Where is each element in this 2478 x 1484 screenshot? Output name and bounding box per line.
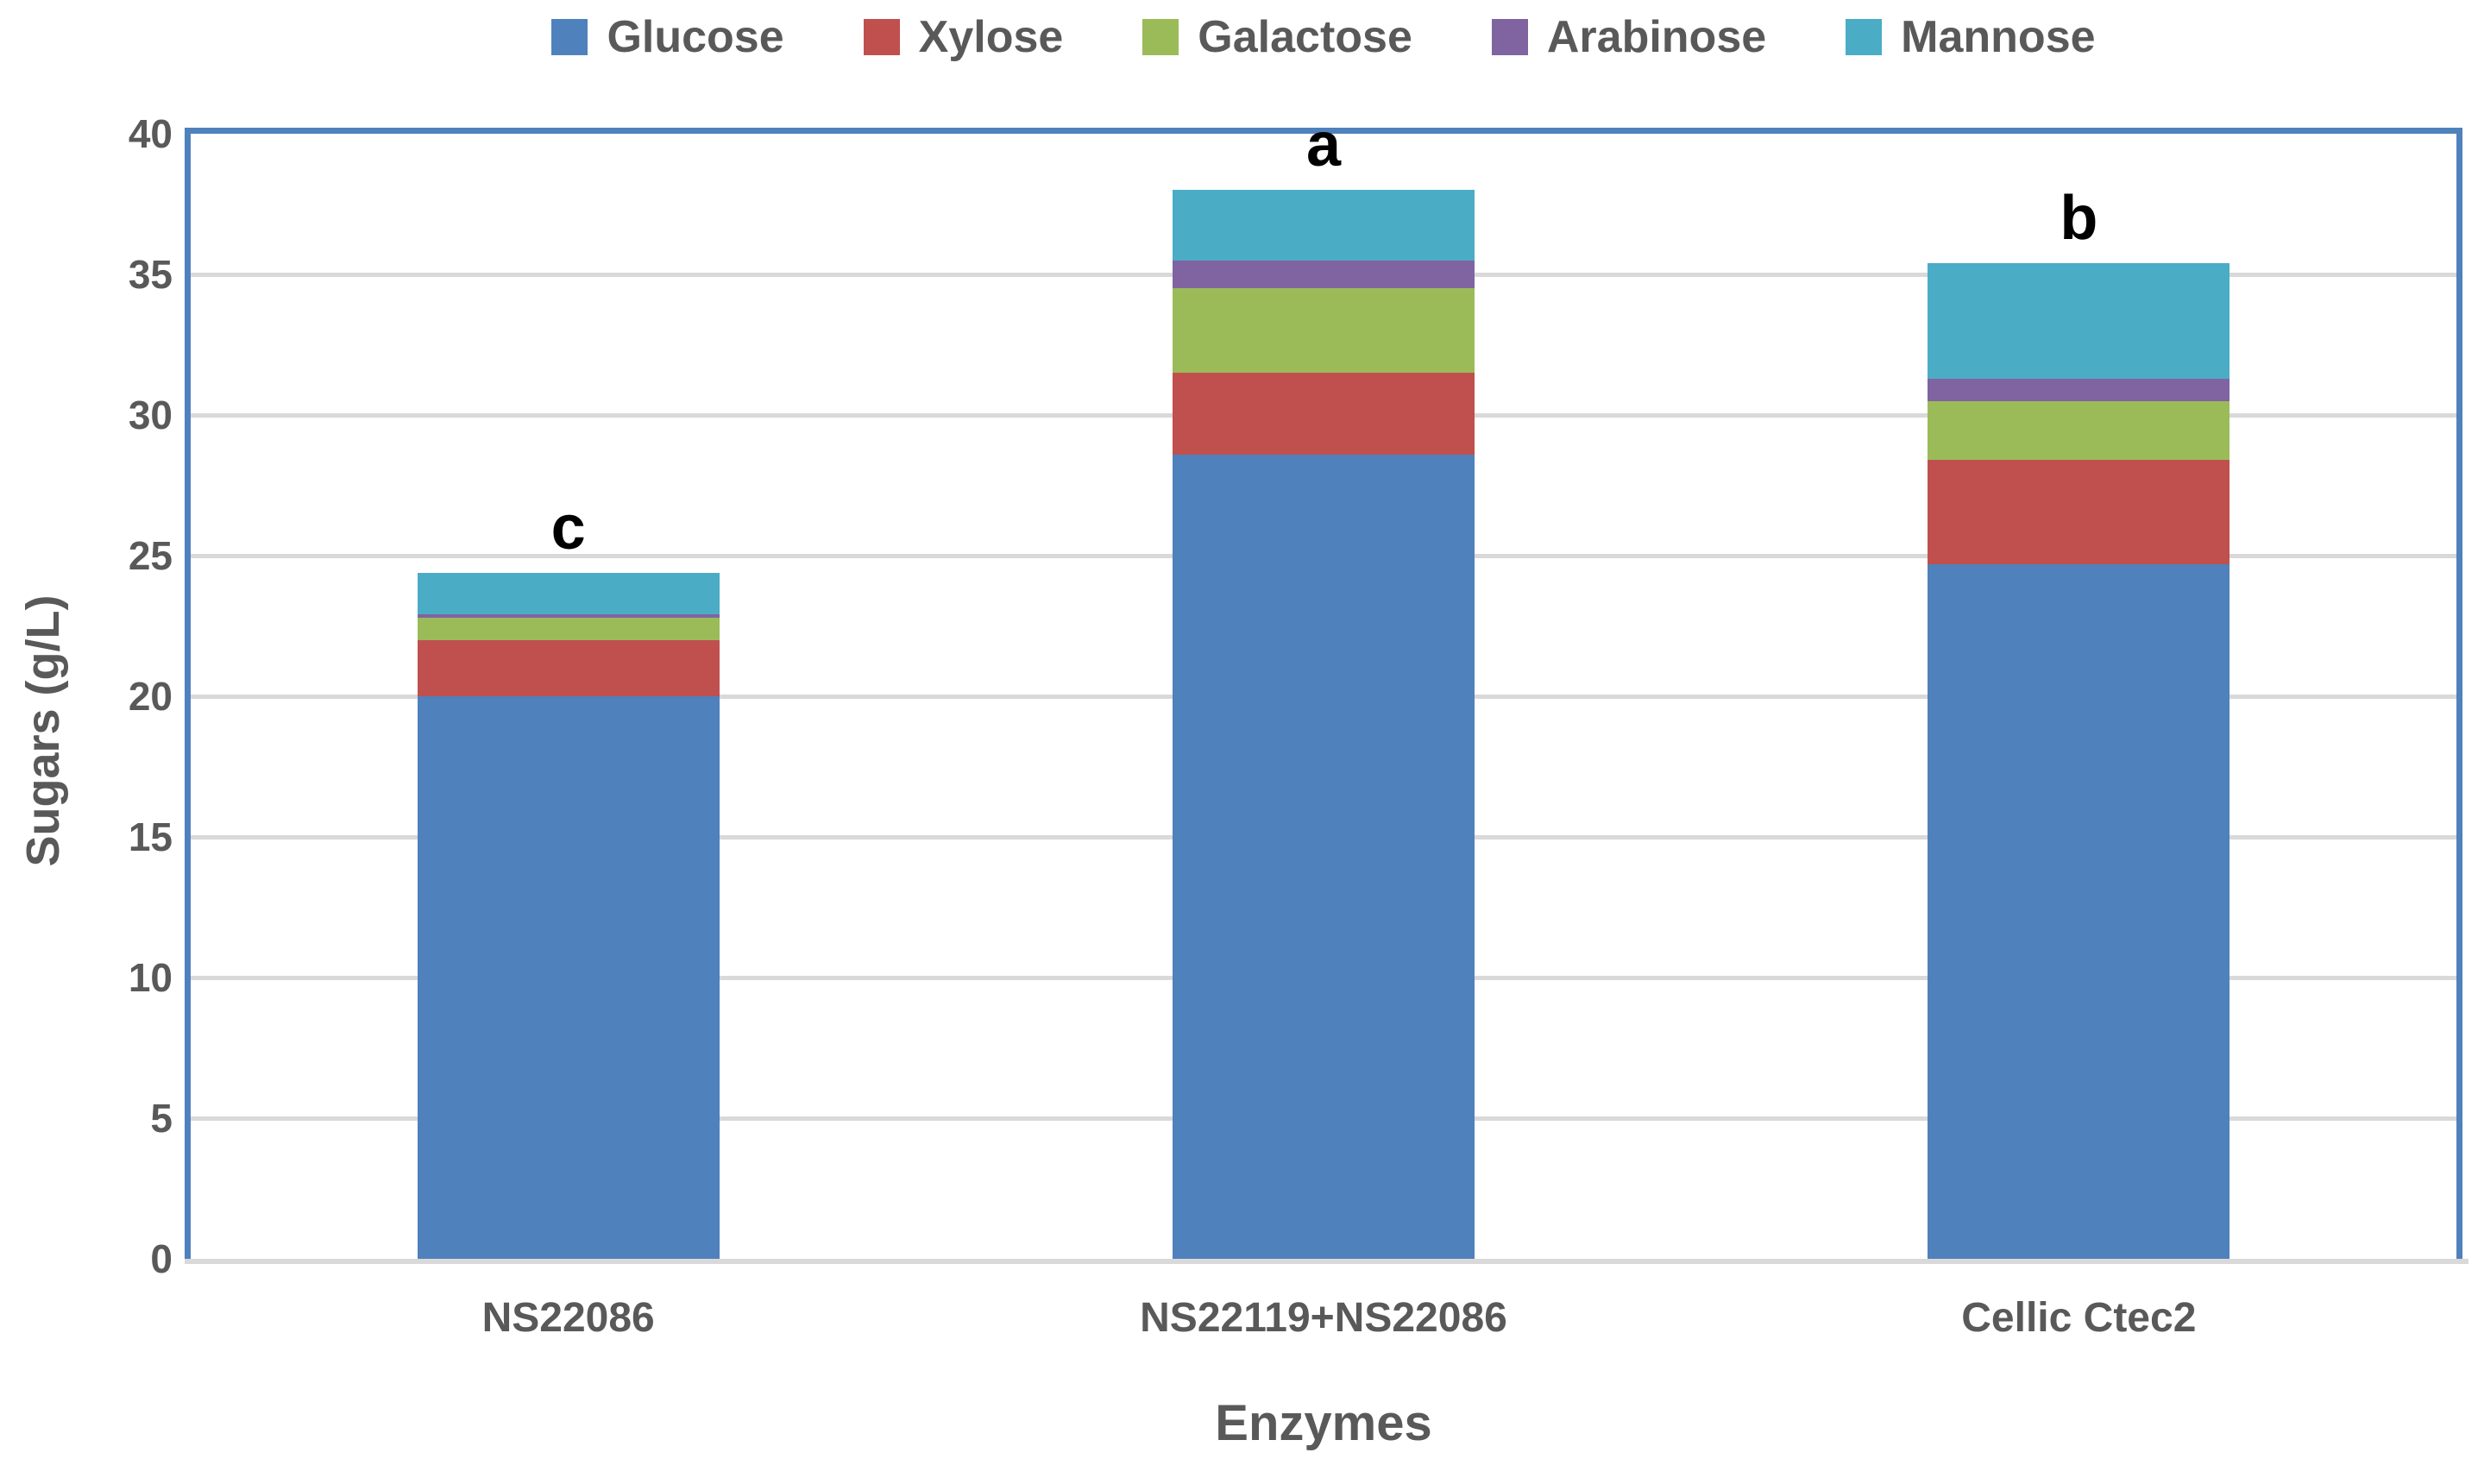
y-tick-label-25: 25 <box>128 533 173 578</box>
bar-segment-arabinose-NS22086 <box>417 614 720 618</box>
bar-segment-galactose-NS22119+NS22086 <box>1173 288 1475 374</box>
y-tick-label-10: 10 <box>128 955 173 1000</box>
plot-border-right <box>2456 128 2462 1259</box>
legend-item-galactose: Galactose <box>1142 15 1412 60</box>
y-tick-label-40: 40 <box>128 111 173 156</box>
legend-swatch-icon-galactose <box>1142 19 1179 55</box>
stacked-bar-Cellic Ctec2 <box>1928 262 2230 1259</box>
y-tick-label-5: 5 <box>150 1096 173 1141</box>
legend-label-glucose: Glucose <box>607 12 784 62</box>
legend-swatch-icon-mannose <box>1846 19 1883 55</box>
bar-segment-xylose-NS22086 <box>417 639 720 696</box>
legend-swatch-icon-glucose <box>551 19 588 55</box>
legend-swatch-icon-arabinose <box>1491 19 1528 55</box>
y-tick-label-15: 15 <box>128 814 173 859</box>
x-axis-line <box>185 1259 2469 1264</box>
y-tick-label-35: 35 <box>128 252 173 297</box>
stacked-bar-NS22119+NS22086 <box>1173 190 1475 1259</box>
bar-segment-xylose-Cellic Ctec2 <box>1928 460 2230 564</box>
bar-segment-glucose-Cellic Ctec2 <box>1928 563 2230 1259</box>
legend-label-galactose: Galactose <box>1198 12 1412 62</box>
chart-legend: Glucose Xylose Galactose Arabinose Mannose <box>191 7 2456 67</box>
bar-segment-xylose-NS22119+NS22086 <box>1173 373 1475 455</box>
stacked-bar-NS22086 <box>417 572 720 1259</box>
legend-label-arabinose: Arabinose <box>1546 12 1767 62</box>
bar-segment-glucose-NS22119+NS22086 <box>1173 454 1475 1259</box>
significance-letter-b: b <box>2060 183 2098 253</box>
legend-label-mannose: Mannose <box>1901 12 2096 62</box>
significance-letter-c: c <box>550 493 586 563</box>
bar-segment-mannose-NS22119+NS22086 <box>1173 190 1475 261</box>
legend-label-xylose: Xylose <box>918 12 1064 62</box>
x-category-label-NS22119+NS22086: NS22119+NS22086 <box>1140 1295 1507 1341</box>
bar-segment-galactose-Cellic Ctec2 <box>1928 400 2230 461</box>
bar-segment-galactose-NS22086 <box>417 617 720 640</box>
legend-item-xylose: Xylose <box>863 12 1064 62</box>
y-tick-label-30: 30 <box>128 393 173 437</box>
legend-swatch-icon-xylose <box>863 19 900 55</box>
y-tick-label-20: 20 <box>128 674 173 719</box>
x-category-label-NS22086: NS22086 <box>481 1295 655 1341</box>
bar-segment-glucose-NS22086 <box>417 696 720 1259</box>
bar-segment-arabinose-NS22119+NS22086 <box>1173 260 1475 289</box>
legend-item-arabinose: Arabinose <box>1491 12 1767 62</box>
legend-item-glucose: Glucose <box>551 12 784 62</box>
bar-segment-arabinose-Cellic Ctec2 <box>1928 378 2230 401</box>
plot-border-left <box>185 128 191 1259</box>
y-tick-label-0: 0 <box>150 1236 173 1281</box>
plot-border-top <box>185 128 2462 134</box>
x-axis-title: Enzymes <box>1215 1395 1432 1451</box>
legend-item-mannose: Mannose <box>1846 12 2096 62</box>
x-category-label-Cellic Ctec2: Cellic Ctec2 <box>1961 1295 2197 1341</box>
significance-letter-a: a <box>1305 110 1342 180</box>
y-axis-title: Sugars (g/L) <box>17 594 69 867</box>
bar-segment-mannose-Cellic Ctec2 <box>1928 262 2230 379</box>
bar-segment-mannose-NS22086 <box>417 572 720 615</box>
